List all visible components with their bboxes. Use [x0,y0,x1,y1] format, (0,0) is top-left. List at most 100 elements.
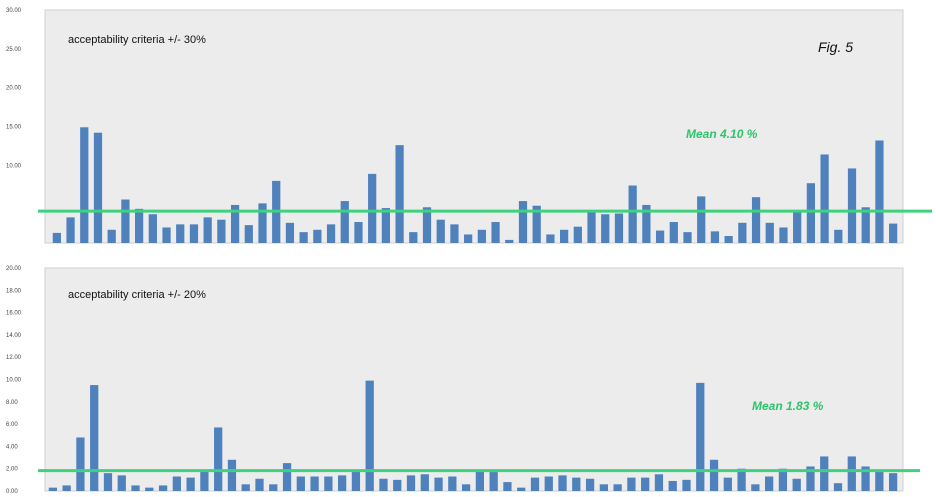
bar [505,239,514,243]
bar [52,232,61,243]
bar [203,217,212,243]
bar [62,485,71,492]
bar [80,127,89,243]
bar [491,222,500,243]
bar [310,476,319,491]
bar [820,456,829,492]
y-tick-label: 25.00 [6,47,22,53]
y-tick-label: 20.00 [6,86,22,92]
bar [103,473,113,491]
bar [834,229,843,243]
bar [861,466,870,491]
bar [450,224,459,243]
bar [668,480,677,491]
bar [683,232,692,243]
bar [888,473,898,491]
bar [172,476,181,491]
bar [751,197,761,243]
bar [737,468,746,491]
bar [186,477,195,491]
bar [751,484,760,491]
bar [269,484,278,491]
bar [682,479,691,491]
y-tick-label: 6.00 [6,422,18,428]
bar [655,230,665,243]
bar [861,207,870,243]
bar [573,226,582,243]
bar [285,222,295,243]
bar [158,485,168,492]
bar [241,484,250,491]
bar [200,470,209,491]
bar [572,477,581,491]
bar [820,154,829,243]
bar [654,474,664,491]
figure-label: Fig. 5 [818,39,853,55]
bar [724,236,733,243]
bar [585,478,595,492]
bar [117,475,126,491]
bar [299,232,308,243]
bar [189,224,199,243]
bar [162,227,171,243]
bar [696,382,705,492]
bar [244,225,253,243]
plot-area-bottom [44,267,904,492]
bar [833,483,843,491]
bar [148,214,157,243]
bar [340,201,349,243]
y-tick-label: 10.00 [6,163,22,169]
bar [107,229,116,243]
y-tick-label: 8.00 [6,400,18,406]
bar [765,476,774,491]
bar [422,207,432,243]
bar [258,203,267,243]
bar [230,204,240,243]
bar [145,487,154,491]
bar [313,229,322,243]
bar [601,214,610,243]
bar [723,477,732,491]
bar [847,456,856,492]
bar [587,210,596,243]
bar [613,484,622,491]
bar [464,234,473,243]
y-tick-label: 4.00 [6,444,18,450]
bar [546,234,555,243]
bar [296,476,305,491]
bar [48,487,58,491]
bars-bottom [48,380,898,492]
y-tick-label: 30.00 [6,8,22,14]
bar [642,204,651,243]
bar [628,185,637,243]
bar [436,219,445,243]
bar [326,224,336,243]
bar [530,477,540,491]
bar [365,380,374,492]
bar [532,205,541,243]
bar [517,487,526,491]
bar [121,199,130,243]
y-tick-label: 2.00 [6,467,18,473]
bar [66,217,75,243]
chart-top: 30.00 25.00 20.00 15.00 10.00 acceptability … [6,8,932,244]
bar [793,211,802,243]
bar [214,427,223,491]
bar [395,145,404,243]
bar [448,476,457,491]
y-tick-label: 20.00 [6,266,22,272]
bar [614,213,624,243]
bar [779,227,788,243]
bar [90,385,99,491]
criteria-label-bottom: acceptability criteria +/- 20% [68,289,206,301]
bar [354,222,363,243]
bar [393,479,402,491]
bar [738,222,747,243]
bar [627,477,636,491]
bar [131,485,140,492]
bar [406,475,416,491]
bar [324,476,333,491]
bar [641,477,650,491]
bar [368,173,377,243]
bar [889,223,898,243]
